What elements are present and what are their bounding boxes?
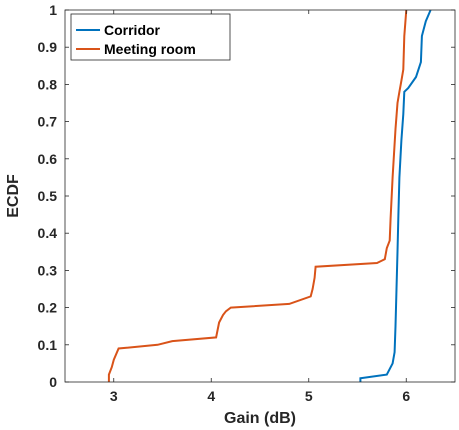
y-tick-label: 0.8 — [38, 76, 58, 92]
x-axis-title: Gain (dB) — [224, 410, 296, 427]
y-tick-label: 0.9 — [38, 39, 58, 55]
x-tick-label: 4 — [207, 388, 215, 404]
series-line-meeting-room — [107, 9, 408, 382]
plot-area — [65, 10, 455, 382]
series-line-corridor — [359, 9, 432, 382]
x-tick-label: 6 — [402, 388, 410, 404]
legend-label-meeting-room: Meeting room — [104, 41, 196, 57]
x-tick-label: 5 — [305, 388, 313, 404]
y-axis-title: ECDF — [5, 174, 22, 218]
legend-box — [70, 13, 231, 61]
axes-layer: 3 4 5 6 0 0.1 0.2 0.3 0.4 0.5 0.6 0.7 0.8 0.9 1 — [38, 2, 456, 404]
y-tick-label: 0.3 — [38, 262, 58, 278]
y-tick-label: 0.5 — [38, 188, 58, 204]
y-tick-label: 0.1 — [38, 337, 58, 353]
legend: Corridor Meeting room — [70, 13, 231, 61]
legend-label-corridor: Corridor — [104, 22, 161, 38]
y-tick-label: 1 — [49, 2, 57, 18]
y-tick-label: 0 — [49, 374, 57, 390]
x-tick-label: 3 — [110, 388, 118, 404]
y-tick-label: 0.6 — [38, 151, 58, 167]
series-layer — [107, 9, 432, 382]
y-tick-label: 0.2 — [38, 300, 58, 316]
y-tick-label: 0.7 — [38, 114, 58, 130]
y-tick-label: 0.4 — [38, 225, 58, 241]
